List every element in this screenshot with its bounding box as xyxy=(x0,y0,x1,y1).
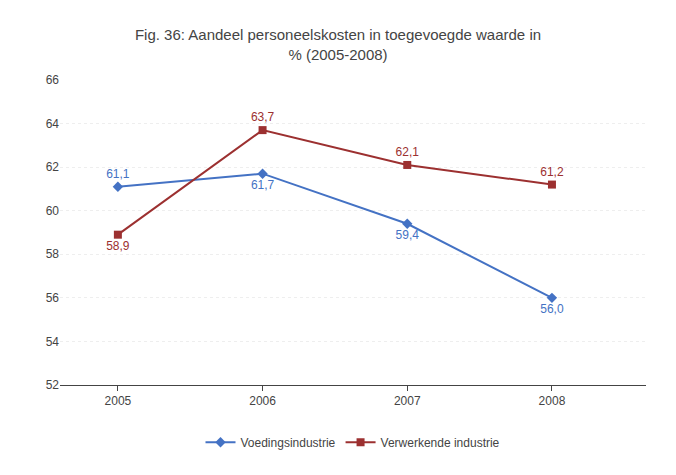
svg-text:2008: 2008 xyxy=(539,394,566,408)
svg-text:61,1: 61,1 xyxy=(106,167,130,181)
svg-text:54: 54 xyxy=(46,335,60,349)
svg-text:2006: 2006 xyxy=(249,394,276,408)
svg-text:66: 66 xyxy=(46,73,60,87)
svg-text:52: 52 xyxy=(46,378,60,392)
svg-text:59,4: 59,4 xyxy=(396,228,420,242)
svg-text:60: 60 xyxy=(46,204,60,218)
svg-text:Verwerkende industrie: Verwerkende industrie xyxy=(381,436,500,450)
svg-text:Voedingsindustrie: Voedingsindustrie xyxy=(241,436,336,450)
svg-text:2007: 2007 xyxy=(394,394,421,408)
svg-text:61,2: 61,2 xyxy=(540,165,564,179)
svg-text:58: 58 xyxy=(46,247,60,261)
svg-text:56: 56 xyxy=(46,291,60,305)
svg-text:64: 64 xyxy=(46,117,60,131)
svg-text:Fig. 36: Aandeel personeelskos: Fig. 36: Aandeel personeelskosten in toe… xyxy=(135,26,541,63)
svg-text:58,9: 58,9 xyxy=(106,239,130,253)
svg-text:2005: 2005 xyxy=(105,394,132,408)
svg-text:56,0: 56,0 xyxy=(540,302,564,316)
svg-text:62: 62 xyxy=(46,160,60,174)
svg-text:61,7: 61,7 xyxy=(251,178,275,192)
svg-text:62,1: 62,1 xyxy=(396,145,420,159)
svg-text:63,7: 63,7 xyxy=(251,110,275,124)
